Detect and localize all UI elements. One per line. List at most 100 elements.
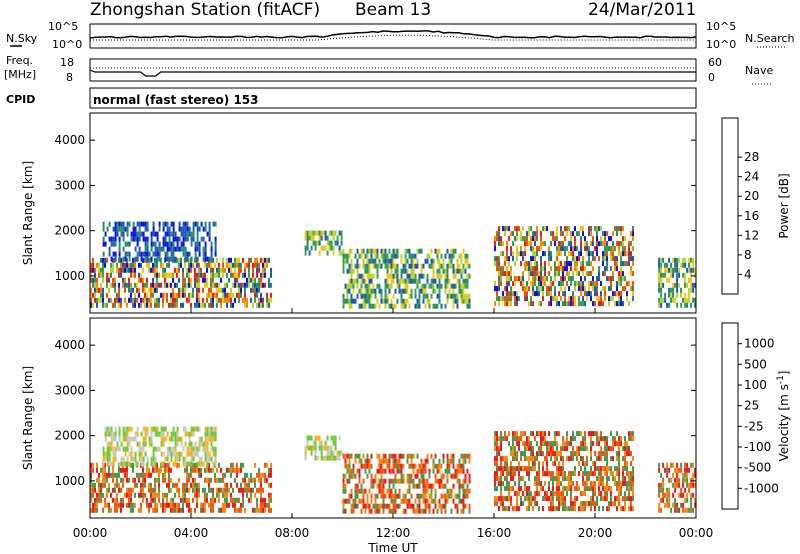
- echo-cell: [398, 283, 401, 289]
- echo-cell: [96, 297, 98, 303]
- echo-cell: [562, 281, 564, 287]
- echo-cell: [178, 487, 180, 493]
- echo-cell: [148, 262, 150, 268]
- echo-cell: [616, 481, 618, 487]
- echo-cell: [110, 431, 113, 437]
- echo-cell: [406, 473, 409, 479]
- echo-cell: [384, 453, 387, 459]
- echo-cell: [202, 441, 205, 447]
- echo-cell: [184, 487, 186, 493]
- echo-cell: [158, 492, 160, 498]
- echo-cell: [606, 246, 608, 252]
- echo-cell: [376, 453, 379, 459]
- echo-cell: [388, 478, 391, 484]
- echo-cell: [354, 498, 357, 504]
- echo-cell: [326, 240, 329, 246]
- echo-cell: [260, 487, 262, 493]
- echo-cell: [144, 246, 147, 252]
- echo-cell: [158, 477, 160, 483]
- echo-cell: [170, 497, 172, 503]
- echo-cell: [394, 458, 397, 464]
- echo-cell: [522, 281, 524, 287]
- echo-cell: [448, 468, 451, 474]
- echo-cell: [182, 236, 185, 242]
- echo-cell: [254, 287, 256, 293]
- echo-cell: [382, 488, 385, 494]
- echo-cell: [632, 286, 634, 292]
- echo-cell: [544, 266, 546, 272]
- echo-cell: [690, 287, 693, 293]
- echo-cell: [618, 441, 620, 447]
- echo-cell: [176, 441, 179, 447]
- echo-cell: [226, 262, 228, 268]
- echo-cell: [90, 262, 92, 268]
- echo-cell: [574, 236, 576, 242]
- echo-cell: [516, 491, 518, 497]
- echo-cell: [528, 496, 530, 502]
- echo-cell: [430, 258, 433, 264]
- echo-cell: [264, 497, 266, 503]
- echo-cell: [138, 477, 140, 483]
- echo-cell: [228, 267, 230, 273]
- echo-cell: [608, 276, 610, 282]
- echo-cell: [400, 463, 403, 469]
- echo-cell: [386, 298, 389, 304]
- echo-cell: [108, 507, 110, 513]
- echo-cell: [594, 451, 596, 457]
- echo-cell: [372, 258, 375, 264]
- echo-cell: [152, 492, 154, 498]
- echo-cell: [510, 266, 512, 272]
- echo-cell: [580, 491, 582, 497]
- echo-cell: [262, 282, 264, 288]
- echo-cell: [378, 508, 381, 514]
- echo-cell: [552, 491, 554, 497]
- echo-cell: [390, 268, 393, 274]
- echo-cell: [348, 463, 351, 469]
- echo-cell: [246, 492, 248, 498]
- echo-cell: [142, 251, 145, 257]
- echo-cell: [332, 450, 335, 456]
- echo-cell: [404, 253, 407, 259]
- echo-cell: [254, 462, 256, 468]
- echo-cell: [348, 248, 351, 254]
- echo-cell: [122, 262, 124, 268]
- echo-cell: [224, 282, 226, 288]
- echo-cell: [546, 491, 548, 497]
- echo-cell: [186, 251, 189, 257]
- echo-cell: [172, 502, 174, 508]
- echo-cell: [688, 287, 691, 293]
- echo-cell: [114, 426, 117, 432]
- echo-cell: [614, 436, 616, 442]
- echo-cell: [196, 246, 199, 252]
- echo-cell: [466, 273, 469, 279]
- echo-cell: [586, 476, 588, 482]
- echo-cell: [530, 451, 532, 457]
- echo-cell: [458, 253, 461, 259]
- echo-cell: [156, 251, 159, 257]
- echo-cell: [158, 446, 161, 452]
- echo-cell: [320, 245, 323, 251]
- x-tick-label: 16:00: [477, 526, 512, 540]
- echo-cell: [400, 288, 403, 294]
- echo-cell: [160, 257, 162, 263]
- colorbar-tick-label: -100: [744, 440, 771, 454]
- echo-cell: [580, 291, 582, 297]
- echo-cell: [544, 496, 546, 502]
- echo-cell: [122, 426, 125, 432]
- echo-cell: [570, 456, 572, 462]
- echo-cell: [452, 268, 455, 274]
- echo-cell: [354, 458, 357, 464]
- echo-cell: [120, 257, 122, 263]
- echo-cell: [96, 492, 98, 498]
- echo-cell: [138, 446, 141, 452]
- echo-cell: [562, 276, 564, 282]
- echo-cell: [464, 493, 467, 499]
- echo-cell: [664, 492, 667, 498]
- echo-cell: [214, 472, 216, 478]
- echo-cell: [380, 478, 383, 484]
- echo-cell: [660, 482, 663, 488]
- echo-cell: [158, 221, 161, 227]
- echo-cell: [576, 481, 578, 487]
- colorbar-tick-label: 28: [744, 150, 759, 164]
- echo-cell: [550, 281, 552, 287]
